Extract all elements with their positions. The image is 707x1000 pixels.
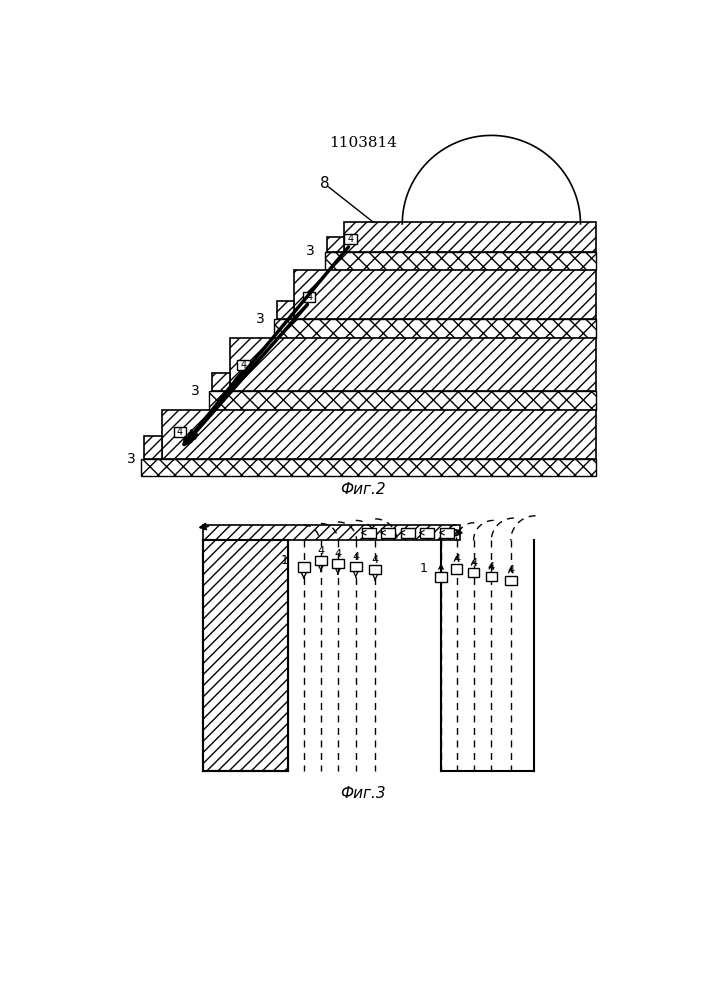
Text: 4: 4 — [240, 360, 247, 370]
FancyBboxPatch shape — [174, 427, 186, 437]
Polygon shape — [274, 319, 596, 338]
FancyBboxPatch shape — [237, 360, 250, 370]
Text: Фиг.2: Фиг.2 — [340, 482, 385, 497]
Polygon shape — [203, 525, 460, 540]
Polygon shape — [141, 459, 596, 476]
Text: 4: 4 — [177, 427, 183, 437]
Polygon shape — [162, 410, 596, 459]
Bar — [315, 556, 327, 565]
Polygon shape — [230, 338, 596, 391]
Text: 1: 1 — [419, 562, 427, 575]
Bar — [369, 565, 381, 574]
Bar — [332, 559, 344, 568]
Text: 3: 3 — [127, 452, 135, 466]
Text: 1: 1 — [281, 554, 288, 567]
Text: 4: 4 — [306, 292, 312, 302]
Bar — [350, 562, 361, 571]
Bar — [381, 528, 395, 538]
Bar — [401, 528, 414, 538]
Text: 4: 4 — [453, 554, 460, 564]
Polygon shape — [203, 540, 288, 771]
Bar — [420, 528, 434, 538]
Bar — [435, 572, 448, 582]
Text: 4: 4 — [347, 234, 354, 244]
Text: 1103814: 1103814 — [329, 136, 397, 150]
Bar — [450, 564, 462, 574]
Bar — [362, 528, 376, 538]
Polygon shape — [344, 222, 596, 252]
Text: 4: 4 — [352, 552, 359, 562]
Polygon shape — [144, 436, 162, 459]
Text: 3: 3 — [191, 384, 199, 398]
FancyBboxPatch shape — [344, 234, 356, 244]
Bar — [505, 576, 517, 585]
Text: 4: 4 — [488, 562, 495, 572]
Text: 8: 8 — [320, 176, 329, 191]
Polygon shape — [327, 237, 344, 252]
Polygon shape — [325, 252, 596, 270]
Text: 4: 4 — [317, 546, 325, 556]
Polygon shape — [212, 373, 230, 391]
Text: 4: 4 — [507, 565, 514, 575]
Text: 3: 3 — [306, 244, 315, 258]
Text: 4: 4 — [470, 558, 477, 568]
Text: 3: 3 — [256, 312, 265, 326]
Text: Фиг.3: Фиг.3 — [340, 786, 385, 801]
Polygon shape — [276, 301, 293, 319]
FancyBboxPatch shape — [303, 292, 315, 302]
Polygon shape — [209, 391, 596, 410]
Bar — [486, 572, 497, 581]
Polygon shape — [293, 270, 596, 319]
Bar — [440, 528, 454, 538]
Text: 4: 4 — [372, 555, 379, 565]
Bar — [468, 568, 479, 577]
Text: 4: 4 — [334, 549, 341, 559]
Bar — [298, 562, 310, 572]
